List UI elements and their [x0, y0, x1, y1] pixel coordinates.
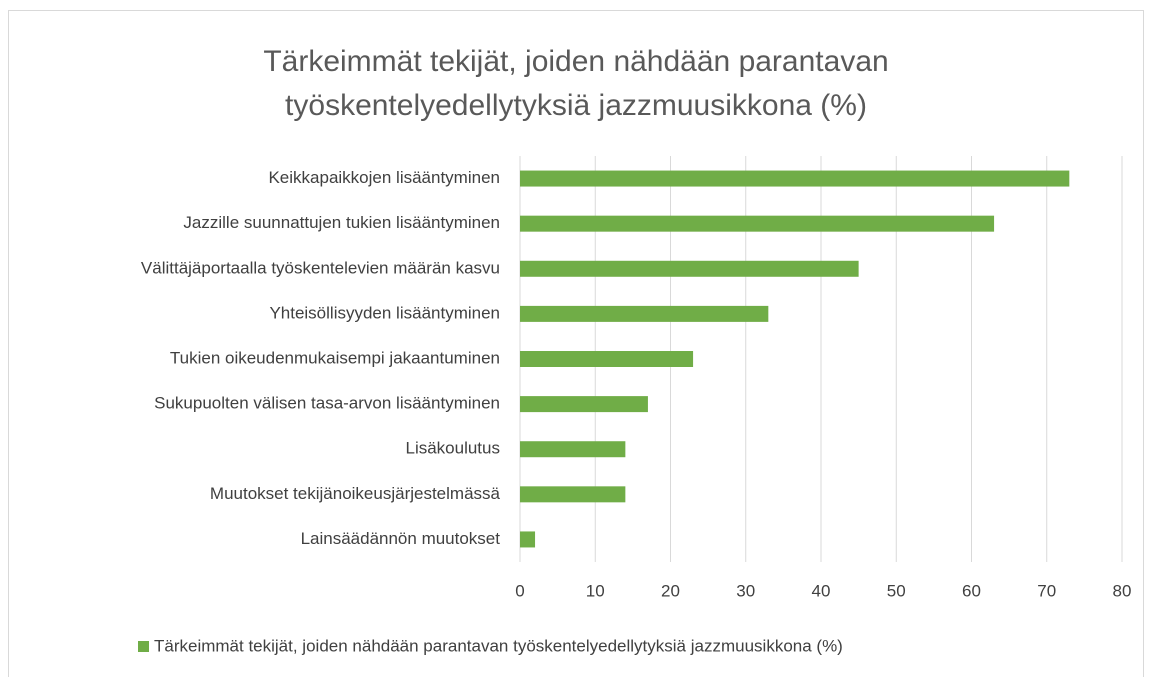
legend-label: Tärkeimmät tekijät, joiden nähdään paran… [154, 636, 843, 655]
legend-swatch [138, 641, 149, 652]
x-tick-label: 40 [812, 581, 831, 600]
y-tick-label: Keikkapaikkojen lisääntyminen [268, 168, 500, 187]
bar [520, 441, 626, 458]
x-tick-label: 80 [1113, 581, 1132, 600]
y-tick-label: Sukupuolten välisen tasa-arvon lisääntym… [154, 394, 500, 413]
y-tick-label: Lisäkoulutus [405, 439, 500, 458]
y-tick-label: Lainsäädännön muutokset [301, 529, 501, 548]
y-tick-label: Tukien oikeudenmukaisempi jakaantuminen [170, 348, 500, 367]
bar [520, 351, 694, 367]
y-tick-label: Jazzille suunnattujen tukien lisääntymin… [183, 213, 500, 232]
y-tick-label: Välittäjäportaalla työskentelevien määrä… [141, 258, 500, 277]
bar [520, 305, 769, 322]
x-tick-label: 70 [1037, 581, 1056, 600]
x-tick-label: 50 [887, 581, 906, 600]
bar [520, 396, 648, 413]
bar [520, 170, 1070, 187]
x-tick-label: 0 [515, 581, 524, 600]
x-tick-label: 10 [586, 581, 605, 600]
x-tick-label: 60 [962, 581, 981, 600]
x-tick-label: 30 [736, 581, 755, 600]
x-tick-label: 20 [661, 581, 680, 600]
y-tick-label: Muutokset tekijänoikeusjärjestelmässä [210, 484, 501, 503]
chart-border [8, 10, 1144, 677]
bar [520, 531, 536, 548]
y-tick-label: Yhteisöllisyyden lisääntyminen [269, 303, 500, 322]
bar [520, 486, 626, 503]
chart-title: Tärkeimmät tekijät, joiden nähdään paran… [263, 45, 889, 122]
bar [520, 260, 859, 277]
bar [520, 215, 995, 232]
